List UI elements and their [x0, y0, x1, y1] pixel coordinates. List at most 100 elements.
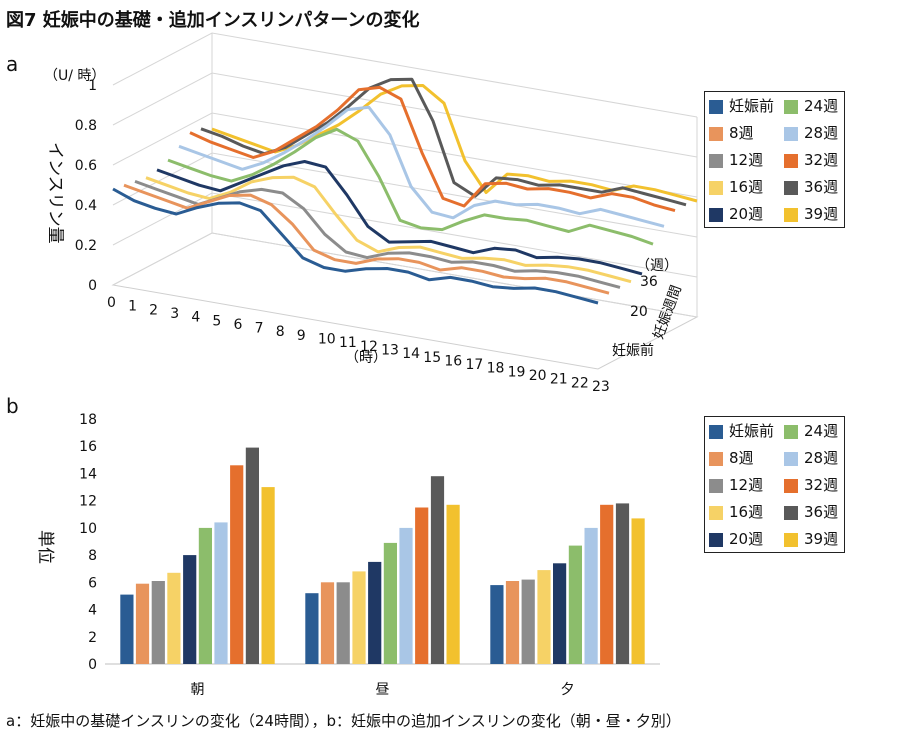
bar-28e980b1-2 — [584, 527, 598, 664]
x-tick-label: 0 — [107, 295, 116, 311]
legend-label: 16週 — [729, 178, 764, 196]
y-tick-label: 12 — [79, 494, 97, 510]
bar-32e980b1-2 — [600, 504, 614, 665]
legend-item-20e980b1: 20週 — [705, 525, 780, 552]
legend-label: 36週 — [804, 503, 839, 521]
x-tick-label: 12 — [360, 339, 378, 355]
bar-24e980b1-0 — [198, 527, 212, 664]
legend-item-24e980b1: 24週 — [780, 417, 844, 444]
legend-item-16e980b1: 16週 — [705, 498, 780, 525]
legend-label: 12週 — [729, 476, 764, 494]
x-tick-label: 19 — [508, 364, 526, 380]
legend-item-e5a68ae5a8a0e5898d: 妊娠前 — [705, 92, 780, 119]
legend-swatch — [709, 505, 723, 520]
bar-32e980b1-0 — [230, 465, 244, 664]
series-line-28e980b1 — [178, 105, 665, 228]
x-tick-label: 1 — [128, 299, 137, 315]
legend-item-12e980b1: 12週 — [705, 146, 780, 173]
legend-label: 24週 — [804, 422, 839, 440]
z-tick-label: 20 — [630, 304, 648, 320]
bar-8e980b1-0 — [135, 583, 150, 664]
legend-label: 36週 — [804, 178, 839, 196]
legend-label: 24週 — [804, 97, 839, 115]
y-tick-label: 6 — [88, 575, 97, 591]
legend-swatch — [784, 451, 799, 466]
legend-item-28e980b1: 28週 — [780, 119, 844, 146]
bar-24e980b1-1 — [383, 542, 397, 664]
legend-label: 39週 — [804, 530, 839, 548]
legend-label: 28週 — [804, 449, 839, 467]
legend-item-20e980b1: 20週 — [705, 200, 780, 227]
bar-39e980b1-0 — [261, 487, 275, 664]
legend-swatch — [784, 180, 799, 195]
legend-swatch — [784, 424, 799, 439]
bar-36e980b1-2 — [615, 503, 630, 664]
x-tick-label: 21 — [550, 372, 568, 388]
y-tick-label: 16 — [79, 439, 97, 455]
legend-label: 32週 — [804, 151, 839, 169]
x-tick-label: 14 — [402, 346, 420, 362]
bar-20e980b1-1 — [368, 561, 382, 664]
z-tick-label: 妊娠前 — [612, 342, 654, 359]
legend-swatch — [709, 180, 723, 195]
legend-swatch — [784, 153, 799, 168]
x-tick-label: 9 — [297, 328, 306, 344]
y-axis-label: 単位 — [35, 530, 55, 564]
y-tick-label: 0.2 — [75, 238, 97, 254]
legend-item-16e980b1: 16週 — [705, 173, 780, 200]
legend-swatch — [709, 424, 723, 439]
legend-item-12e980b1: 12週 — [705, 471, 780, 498]
bar-e5a68ae5a8a0e5898d-0 — [120, 594, 134, 664]
legend-swatch — [709, 153, 723, 168]
legend-item-32e980b1: 32週 — [780, 471, 844, 498]
x-tick-label: 8 — [276, 324, 285, 340]
bar-e5a68ae5a8a0e5898d-1 — [305, 593, 319, 664]
legend-item-36e980b1: 36週 — [780, 498, 844, 525]
legend-swatch — [784, 207, 799, 222]
legend-label: 20週 — [729, 530, 764, 548]
x-tick-label: 18 — [487, 361, 505, 377]
y-tick-label: 0 — [88, 657, 97, 673]
x-tick-label: 4 — [191, 310, 200, 326]
z-axis-unit: （週） — [636, 258, 678, 274]
y-tick-label: 1 — [88, 78, 97, 94]
bar-28e980b1-1 — [399, 527, 413, 664]
legend-label: 16週 — [729, 503, 764, 521]
y-axis-label: インスリン量 — [45, 142, 65, 244]
figure-caption: a：妊娠中の基礎インスリンの変化（24時間），b：妊娠中の追加インスリンの変化（… — [6, 712, 681, 730]
legend-swatch — [709, 126, 723, 141]
series-line-32e980b1 — [189, 85, 676, 213]
legend-a: 妊娠前 24週 8週 28週 12週 32週 16週 36週 20週 39週 — [704, 91, 846, 228]
y-tick-label: 10 — [79, 521, 97, 537]
legend-item-39e980b1: 39週 — [780, 200, 844, 227]
bar-36e980b1-0 — [245, 447, 259, 664]
legend-label: 28週 — [804, 124, 839, 142]
legend-b: 妊娠前 24週 8週 28週 12週 32週 16週 36週 20週 39週 — [704, 416, 846, 553]
legend-swatch — [709, 99, 723, 114]
bar-36e980b1-1 — [430, 476, 445, 664]
category-label: 昼 — [376, 682, 390, 698]
bar-e5a68ae5a8a0e5898d-2 — [490, 585, 504, 664]
legend-label: 32週 — [804, 476, 839, 494]
legend-label: 妊娠前 — [729, 422, 775, 440]
series-line-24e980b1 — [167, 127, 654, 246]
legend-item-28e980b1: 28週 — [780, 444, 844, 471]
series-line-e5a68ae5a8a0e5898d — [112, 187, 599, 305]
bar-24e980b1-2 — [568, 545, 582, 664]
legend-swatch — [784, 126, 799, 141]
y-tick-label: 18 — [79, 412, 97, 428]
x-axis-unit: （時） — [345, 350, 387, 366]
bar-12e980b1-2 — [521, 579, 535, 664]
bar-39e980b1-2 — [631, 518, 645, 664]
series-line-8e980b1 — [123, 183, 610, 295]
bar-39e980b1-1 — [446, 504, 460, 665]
bar-12e980b1-0 — [151, 581, 165, 664]
legend-swatch — [709, 532, 723, 547]
y-tick-label: 14 — [79, 466, 97, 482]
x-tick-label: 2 — [149, 302, 158, 318]
x-tick-label: 16 — [444, 353, 462, 369]
legend-label: 20週 — [729, 205, 764, 223]
legend-swatch — [784, 532, 799, 547]
